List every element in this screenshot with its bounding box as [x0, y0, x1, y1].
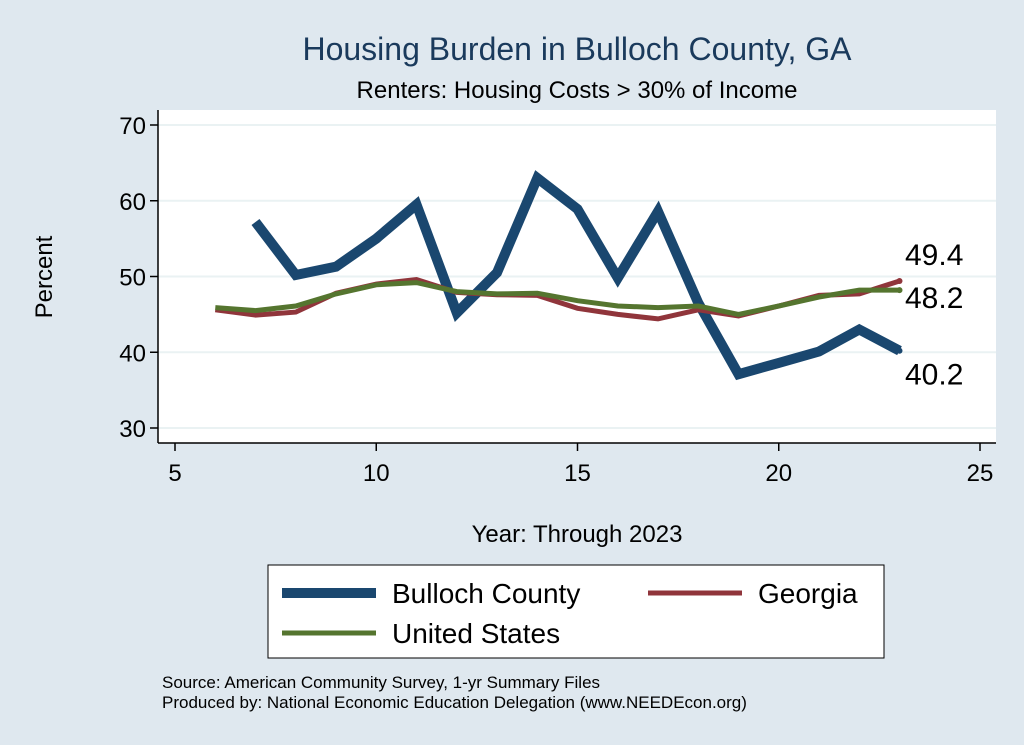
legend-label-bulloch-county: Bulloch County	[392, 578, 580, 609]
chart-subtitle: Renters: Housing Costs > 30% of Income	[357, 77, 798, 104]
chart-title: Housing Burden in Bulloch County, GA	[302, 31, 852, 67]
series-line-bulloch-county	[251, 170, 902, 381]
gridlines	[158, 124, 996, 429]
axes: 30 40 50 60 70 5 10 15 20 25	[119, 110, 996, 487]
y-tick-label-60: 60	[119, 189, 146, 216]
y-tick-label-30: 30	[119, 416, 146, 443]
y-tick-label-40: 40	[119, 340, 146, 367]
y-axis-label: Percent	[31, 235, 58, 318]
x-axis-label: Year: Through 2023	[472, 521, 683, 548]
x-tick-label-5: 5	[168, 460, 181, 487]
series-lines	[214, 170, 903, 381]
y-tick-label-70: 70	[119, 113, 146, 140]
legend-label-united-states: United States	[392, 618, 560, 649]
x-tick-label-10: 10	[363, 460, 390, 487]
series-line-united-states	[215, 280, 900, 317]
end-labels: 40.2 49.4 48.2	[905, 239, 963, 392]
end-label-bulloch-county: 40.2	[905, 359, 963, 392]
series-end-point-united-states	[896, 287, 903, 294]
series-end-point-bulloch-county	[896, 347, 903, 354]
legend-box	[267, 564, 885, 659]
legend: Bulloch County Georgia United States	[267, 564, 885, 659]
x-tick-label-25: 25	[967, 460, 994, 487]
series-end-point-georgia	[896, 278, 903, 285]
source-note: Source: American Community Survey, 1-yr …	[162, 673, 600, 692]
producer-note: Produced by: National Economic Education…	[162, 693, 747, 712]
end-label-georgia: 49.4	[905, 239, 963, 272]
x-tick-label-20: 20	[765, 460, 792, 487]
end-label-united-states: 48.2	[905, 282, 963, 315]
x-tick-label-15: 15	[564, 460, 591, 487]
y-tick-label-50: 50	[119, 265, 146, 292]
legend-label-georgia: Georgia	[758, 578, 858, 609]
